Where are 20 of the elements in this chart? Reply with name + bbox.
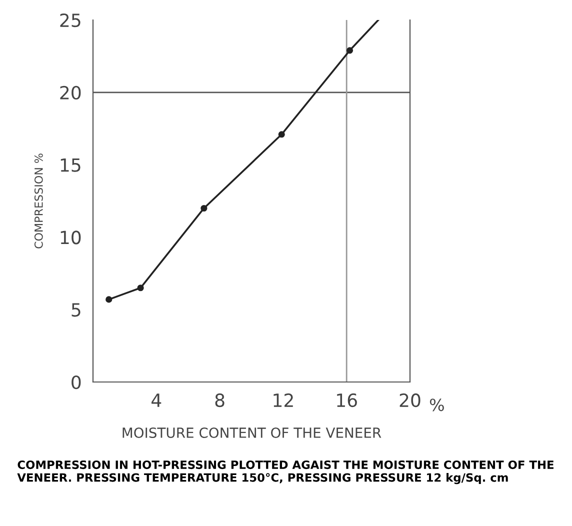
y-tick-label: 15 <box>60 158 80 172</box>
y-tick-label: 20 <box>60 86 81 100</box>
y-tick-label: 0 <box>72 375 81 390</box>
text: COMPRESSION IN HOT-PRESSING PLOTTED AGAIST THE MOISTURE CONTENT OF THE VENEER. PRESSING TEMPERATURE 150°C, PRESSING PRESSURE 12 kg/Sq. cm <box>17 460 554 484</box>
text: % <box>430 398 444 412</box>
point <box>278 131 285 138</box>
y-tick-label: 25 <box>60 13 80 28</box>
point <box>346 47 354 54</box>
x-tick-label: 8 <box>215 393 224 408</box>
x-tick-label: 4 <box>152 394 162 407</box>
y-tick-label: 10 <box>60 230 81 244</box>
y-axis-title: COMPRESSION % <box>34 154 43 248</box>
point <box>200 204 208 212</box>
x-tick-label: 12 <box>274 393 293 407</box>
x-axis-title: MOISTURE CONTENT OF THE VENEER <box>122 427 382 438</box>
y-tick-label: 5 <box>72 303 80 317</box>
x-tick-label: 16 <box>337 393 357 408</box>
x-tick-label: 20 <box>400 393 420 408</box>
point <box>106 296 112 303</box>
point <box>137 284 144 292</box>
